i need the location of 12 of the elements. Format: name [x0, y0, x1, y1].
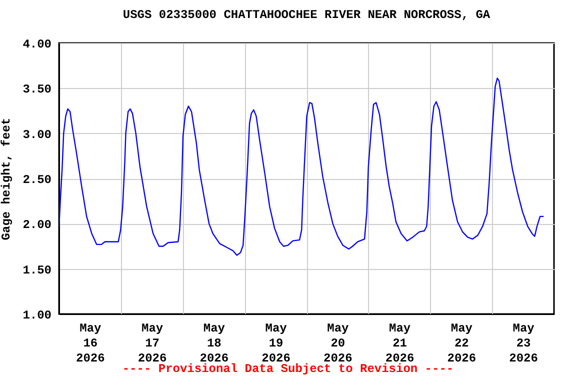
x-tick-label: May 16 2026	[76, 322, 105, 366]
line-series	[59, 78, 544, 256]
y-tick-label: 1.50	[22, 263, 52, 278]
y-tick-label: 4.00	[22, 38, 52, 52]
y-tick-label: 2.00	[22, 218, 52, 232]
chart-title: USGS 02335000 CHATTAHOOCHEE RIVER NEAR NORCROSS, GA	[122, 8, 491, 22]
y-tick-label: 3.00	[22, 128, 52, 142]
y-tick-label: 2.50	[22, 173, 52, 187]
y-tick-label: 1.00	[22, 308, 52, 322]
x-tick-label: May 23 2026	[509, 322, 538, 366]
y-tick-label: 3.50	[22, 82, 52, 97]
y-axis-title: Gage height, feet	[0, 118, 14, 240]
